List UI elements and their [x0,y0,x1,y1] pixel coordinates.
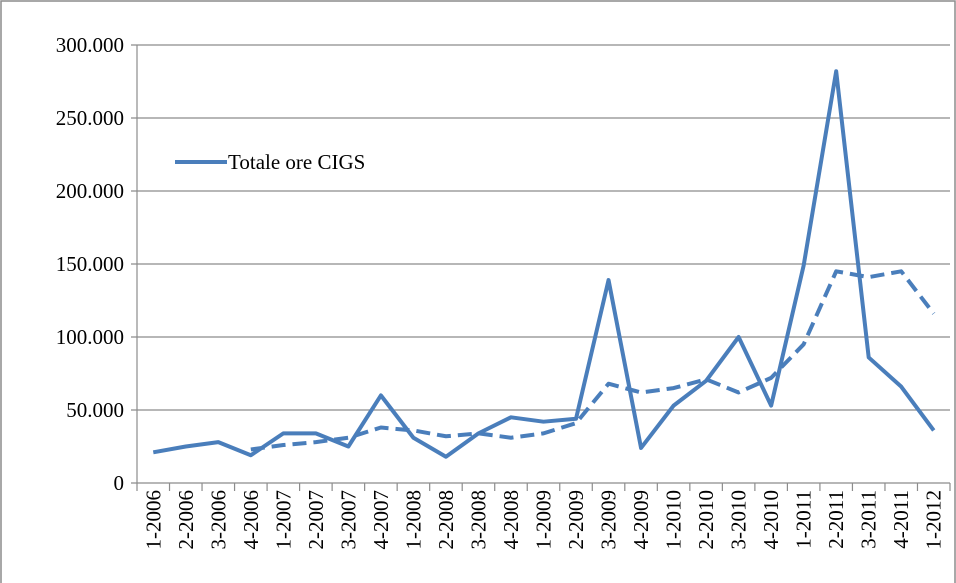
x-tick-label: 4-2009 [629,490,653,550]
x-tick-label: 4-2011 [889,490,913,549]
x-tick-label: 1-2011 [792,490,816,549]
data-line [250,269,936,452]
y-tick-label: 100.000 [56,325,124,349]
y-tick-label: 250.000 [56,106,124,130]
x-tick-label: 3-2010 [727,490,751,550]
legend-label: Totale ore CIGS [228,150,365,174]
x-tick-label: 2-2010 [694,490,718,550]
x-tick-label: 3-2006 [206,490,230,550]
x-tick-label: 1-2007 [271,490,295,550]
y-tick-label: 150.000 [56,252,124,276]
x-tick-label: 4-2006 [239,490,263,550]
x-tick-label: 4-2010 [759,490,783,550]
y-tick-label: 50.000 [66,398,124,422]
x-tick-label: 4-2008 [499,490,523,550]
x-tick-label: 3-2009 [597,490,621,550]
y-tick-label: 0 [114,471,125,495]
x-tick-label: 4-2007 [369,490,393,550]
y-tick-label: 200.000 [56,179,124,203]
data-line [152,69,936,459]
x-tick-label: 3-2011 [857,490,881,549]
x-tick-label: 1-2012 [922,490,946,550]
x-tick-label: 2-2006 [174,490,198,550]
y-tick-label: 300.000 [56,33,124,57]
x-tick-label: 2-2011 [824,490,848,549]
x-tick-label: 2-2009 [564,490,588,550]
x-tick-label: 2-2008 [434,490,458,550]
x-tick-label: 1-2009 [532,490,556,550]
x-tick-label: 1-2010 [662,490,686,550]
x-tick-label: 3-2007 [336,490,360,550]
x-tick-label: 3-2008 [466,490,490,550]
x-tick-label: 1-2008 [401,490,425,550]
x-tick-label: 1-2006 [141,490,165,550]
x-tick-label: 2-2007 [304,490,328,550]
